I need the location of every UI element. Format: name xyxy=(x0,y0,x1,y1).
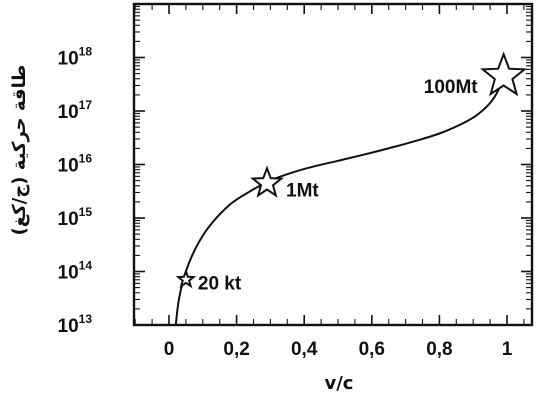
y-tick-label: 1015 xyxy=(58,205,93,230)
y-tick-label: 1016 xyxy=(58,152,93,177)
y-tick-label: 1018 xyxy=(58,45,93,70)
major-ticks xyxy=(134,4,532,326)
kinetic-energy-curve xyxy=(174,73,505,326)
star-marker xyxy=(480,51,528,97)
y-tick-exponent: 14 xyxy=(79,259,93,273)
y-tick-base: 10 xyxy=(58,316,79,337)
x-tick-labels: 0 0,2 0,4 0,6 0,8 1 xyxy=(164,339,513,360)
y-tick-label: 1017 xyxy=(58,98,93,123)
y-tick-exponent: 18 xyxy=(79,45,93,59)
x-tick-label: 0,4 xyxy=(291,339,318,360)
x-tick-label: 0,6 xyxy=(359,339,385,360)
y-tick-exponent: 13 xyxy=(79,312,93,326)
y-tick-base: 10 xyxy=(58,263,79,284)
x-tick-label: 0,8 xyxy=(426,339,452,360)
marker-label: 1Mt xyxy=(286,181,319,202)
y-tick-exponent: 17 xyxy=(79,98,93,112)
marker-label: 100Mt xyxy=(424,77,479,98)
plot-frame xyxy=(132,2,534,327)
x-axis-label: v/c xyxy=(325,373,354,394)
y-tick-label: 1013 xyxy=(58,312,93,337)
x-tick-label: 0 xyxy=(164,339,175,360)
star-marker xyxy=(250,165,285,198)
x-tick-label: 1 xyxy=(502,339,513,360)
y-tick-base: 10 xyxy=(58,156,79,177)
star-marker xyxy=(175,268,197,289)
y-tick-exponent: 16 xyxy=(79,152,93,166)
y-tick-label: 1014 xyxy=(58,259,93,284)
x-tick-label: 0,2 xyxy=(223,339,249,360)
marker-label: 20 kt xyxy=(198,274,242,295)
markers: 20 kt 1Mt 100Mt xyxy=(175,51,528,295)
y-tick-exponent: 15 xyxy=(79,205,93,219)
y-tick-base: 10 xyxy=(58,209,79,230)
y-axis-label: طاقة حركية (ج/كغ) xyxy=(9,65,30,236)
y-tick-base: 10 xyxy=(58,49,79,70)
y-tick-base: 10 xyxy=(58,102,79,123)
